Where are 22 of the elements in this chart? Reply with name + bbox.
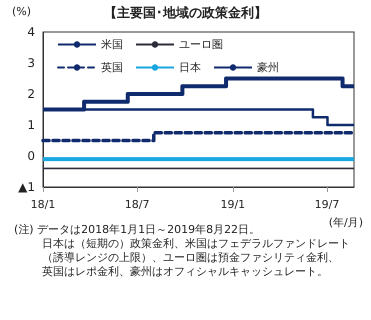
text: (注) データは2018年1月1日～2019年8月22日。	[14, 223, 260, 236]
y-tick-label: 2	[27, 87, 35, 101]
x-tick-label: 19/1	[220, 198, 246, 211]
x-axis-title: (年/月)	[328, 216, 364, 229]
text: （誘導レンジの上限）、ユーロ圏は預金ファシリティ金利、	[42, 251, 339, 264]
text: 日本は（短期の）政策金利、米国はフェデラルファンドレート	[42, 237, 350, 250]
y-tick-label: 1	[27, 118, 35, 132]
y-axis-title: (%)	[12, 5, 32, 18]
y-tick-label: 4	[27, 25, 35, 39]
x-tick-label: 18/7	[124, 198, 150, 211]
legend-label: 豪州	[257, 61, 279, 74]
chart-title: 【主要国･地域の政策金利】	[104, 5, 267, 21]
x-tick-label: 19/7	[314, 198, 340, 211]
y-tick-label: 0	[27, 149, 35, 163]
legend-label: 日本	[179, 61, 201, 74]
legend-label: ユーロ圏	[179, 38, 223, 51]
legend-label: 英国	[101, 61, 123, 74]
legend-label: 米国	[101, 38, 123, 51]
y-tick-label: 3	[27, 56, 35, 70]
text: 英国はレポ金利、豪州はオフィシャルキャッシュレート。	[42, 265, 328, 278]
y-tick-label: ▲1	[18, 180, 35, 194]
x-tick-label: 18/1	[30, 198, 56, 211]
